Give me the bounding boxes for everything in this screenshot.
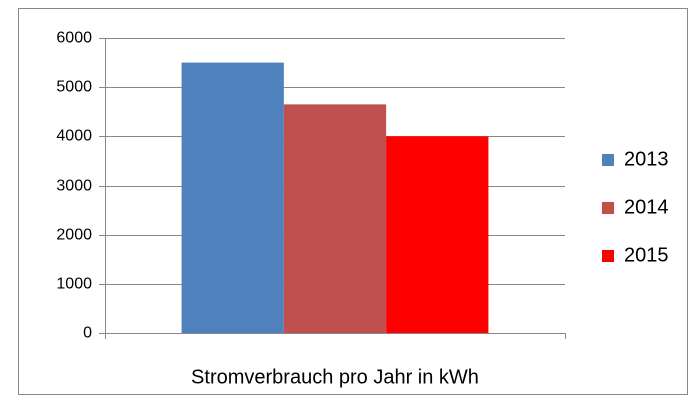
legend-label: 2013 — [624, 148, 669, 170]
y-tick-label: 1000 — [56, 276, 92, 293]
x-tick-label: Stromverbrauch pro Jahr in kWh — [191, 366, 479, 388]
bar — [386, 136, 489, 333]
bar — [181, 62, 284, 333]
y-tick-label: 0 — [83, 325, 92, 342]
legend-label: 2014 — [624, 196, 669, 218]
y-tick-label: 5000 — [56, 79, 92, 96]
bar — [283, 104, 387, 333]
y-tick-label: 3000 — [56, 178, 92, 195]
legend-swatch — [602, 154, 614, 166]
y-tick-label: 2000 — [56, 227, 92, 244]
y-tick-label: 6000 — [56, 30, 92, 47]
legend-label: 2015 — [624, 244, 669, 266]
y-tick-label: 4000 — [56, 128, 92, 145]
legend-swatch — [602, 250, 614, 262]
legend-swatch — [602, 202, 614, 214]
